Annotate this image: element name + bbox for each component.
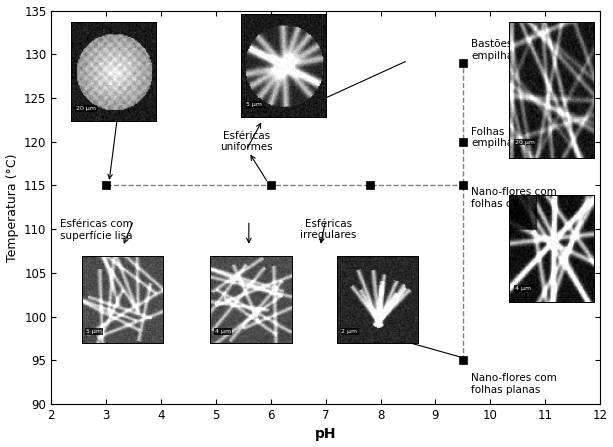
Y-axis label: Temperatura (°C): Temperatura (°C): [6, 153, 18, 261]
Text: Folhas
empilhadas: Folhas empilhadas: [471, 127, 531, 148]
Text: Esféricas
uniformes: Esféricas uniformes: [220, 131, 272, 152]
X-axis label: pH: pH: [315, 427, 337, 442]
Text: Nano-flores com
folhas onduladas: Nano-flores com folhas onduladas: [471, 187, 560, 209]
Text: Bastões
empilhados: Bastões empilhados: [471, 39, 531, 61]
Text: Nano-flores com
folhas planas: Nano-flores com folhas planas: [471, 373, 557, 395]
Text: Esféricas com
superfície lisa: Esféricas com superfície lisa: [59, 219, 132, 241]
Text: Esféricas
irregulares: Esféricas irregulares: [300, 219, 357, 240]
